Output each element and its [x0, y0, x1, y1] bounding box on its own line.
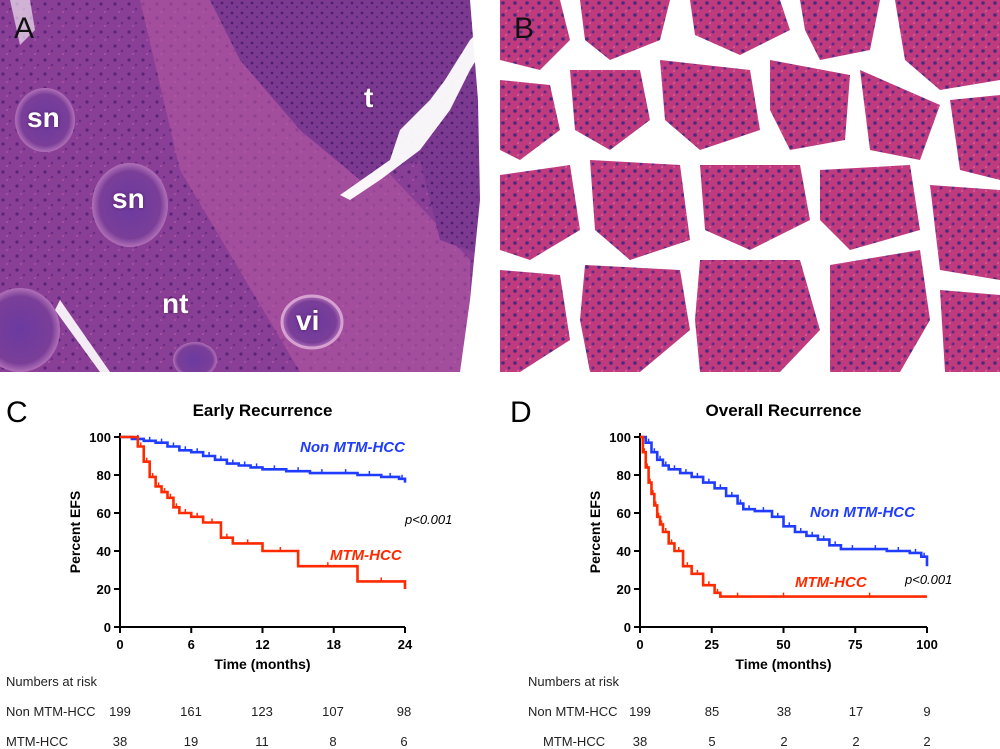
satellite-nodule-label-2: sn	[112, 183, 145, 214]
risk-row-label-c-0: Non MTM-HCC	[6, 704, 96, 719]
x-tick-label: 0	[116, 637, 123, 652]
y-tick-label: 0	[104, 620, 111, 635]
y-tick-label: 0	[624, 620, 631, 635]
risk-row-label-d-0: Non MTM-HCC	[528, 704, 618, 719]
risk-value: 161	[180, 704, 202, 719]
km-curve-mtm-hcc	[120, 435, 407, 589]
x-tick-label: 0	[636, 637, 643, 652]
risk-value: 5	[708, 734, 716, 749]
series-label: Non MTM-HCC	[810, 504, 916, 521]
risk-value: 2	[780, 734, 788, 749]
y-tick-label: 100	[609, 430, 631, 445]
risk-value: 38	[776, 704, 792, 719]
x-tick-label: 12	[255, 637, 269, 652]
risk-value: 199	[629, 704, 651, 719]
risk-value: 19	[183, 734, 199, 749]
y-tick-label: 60	[97, 506, 111, 521]
risk-value: 38	[112, 734, 128, 749]
panel-letter-d: D	[510, 396, 532, 429]
y-tick-label: 60	[617, 506, 631, 521]
x-tick-label: 25	[705, 637, 719, 652]
nontumor-label: nt	[162, 288, 189, 319]
risk-value: 123	[251, 704, 273, 719]
km-chart-overall: Overall Recurrence 0 20 40 60 80 100 0 25 50 75 100…	[587, 401, 952, 672]
x-tick-label: 100	[916, 637, 938, 652]
km-plot-overall-recurrence: D Overall Recurrence 0 20 40 60 80 100 0 25 50 75 1…	[500, 390, 1000, 680]
x-tick-label: 75	[848, 637, 862, 652]
p-value: p<0.001	[404, 512, 452, 527]
y-tick-label: 40	[97, 544, 111, 559]
risk-value: 2	[923, 734, 931, 749]
y-tick-label: 80	[617, 468, 631, 483]
tumor-label: t	[364, 82, 374, 113]
risk-value: 38	[632, 734, 648, 749]
km-curve-non-mtm-hcc	[640, 435, 929, 567]
km-chart-early: Early Recurrence 0 20 40 60 80 100 0 6 12 18 24 Time…	[67, 401, 452, 672]
panel-letter-c: C	[6, 396, 28, 429]
km-plot-early-recurrence: C Early Recurrence 0 20 40 60 80 100 0 6 12 18 24 Ti…	[0, 390, 500, 680]
y-axis-label: Percent EFS	[67, 491, 83, 573]
risk-value: 98	[396, 704, 412, 719]
x-axis-label: Time (months)	[735, 656, 831, 672]
chart-title: Early Recurrence	[193, 401, 333, 420]
risk-value: 8	[329, 734, 337, 749]
risk-value: 9	[923, 704, 931, 719]
x-axis-label: Time (months)	[214, 656, 310, 672]
risk-title-d: Numbers at risk	[528, 674, 620, 689]
histology-panel-a: A t sn sn nt vi	[0, 0, 495, 372]
histology-panel-b: B	[500, 0, 1000, 372]
y-tick-label: 80	[97, 468, 111, 483]
x-tick-label: 24	[398, 637, 413, 652]
chart-title: Overall Recurrence	[706, 401, 862, 420]
series-label: Non MTM-HCC	[300, 439, 406, 456]
risk-value: 85	[704, 704, 720, 719]
risk-title-c: Numbers at risk	[6, 674, 98, 689]
x-tick-label: 50	[776, 637, 790, 652]
panel-letter-b: B	[514, 12, 535, 45]
risk-row-label-d-1: MTM-HCC	[543, 734, 606, 749]
series-label: MTM-HCC	[795, 574, 868, 591]
vascular-invasion-label: vi	[296, 305, 320, 336]
histology-image-b	[500, 0, 1000, 372]
histology-image-a	[0, 0, 495, 372]
p-value: p<0.001	[904, 572, 952, 587]
risk-row-label-c-1: MTM-HCC	[6, 734, 69, 749]
risk-value: 199	[109, 704, 131, 719]
x-tick-label: 18	[327, 637, 341, 652]
y-axis-label: Percent EFS	[587, 491, 603, 573]
risk-value: 17	[848, 704, 864, 719]
risk-value: 107	[322, 704, 344, 719]
y-tick-label: 40	[617, 544, 631, 559]
x-tick-label: 6	[188, 637, 195, 652]
series-label: MTM-HCC	[330, 547, 403, 564]
y-tick-label: 100	[89, 430, 111, 445]
y-tick-label: 20	[97, 582, 111, 597]
risk-value: 6	[400, 734, 408, 749]
risk-value: 11	[255, 734, 269, 749]
panel-letter-a: A	[14, 12, 35, 45]
y-tick-label: 20	[617, 582, 631, 597]
satellite-nodule-label-1: sn	[27, 102, 60, 133]
risk-value: 2	[852, 734, 860, 749]
